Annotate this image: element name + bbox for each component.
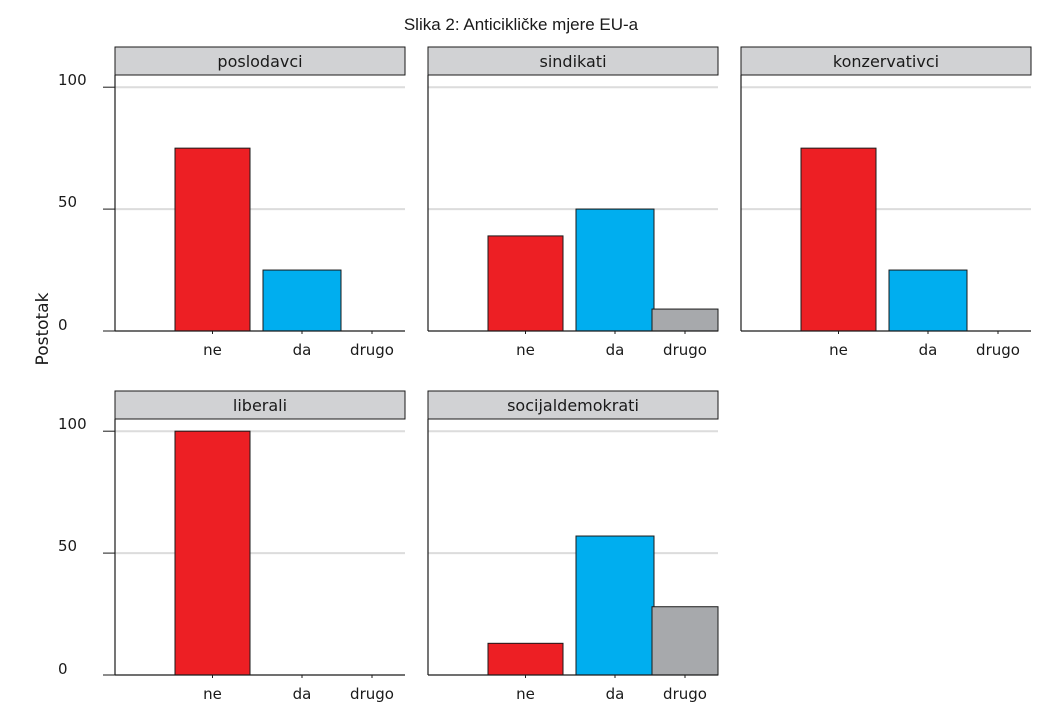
y-axis-label: Postotak [33,292,53,365]
bar-da [888,269,968,332]
bar-ne [174,147,251,332]
x-tick-label: ne [516,685,535,703]
y-tick-label: 0 [58,660,68,678]
x-tick-label: drugo [976,341,1020,359]
panel-poslodavci: poslodavci ne da drugo 0 50 100 [58,46,406,359]
panel-socijaldemokrati: socijaldemokrati ne da drugo [427,390,719,703]
panel-title: socijaldemokrati [507,396,639,415]
x-tick-label: drugo [663,685,707,703]
panel-strip [427,46,719,76]
panel-strip [740,46,1032,76]
panel-title: konzervativci [833,52,939,71]
panel-title: poslodavci [217,52,302,71]
panel-sindikati: sindikati ne da drugo [427,46,719,359]
x-tick-label: ne [203,341,222,359]
panel-title: liberali [233,396,287,415]
bar-da [262,269,342,332]
bar-ne [487,235,564,332]
y-tick-label: 50 [58,537,77,555]
x-tick-label: da [919,341,938,359]
x-tick-label: ne [829,341,848,359]
x-tick-label: da [293,341,312,359]
chart-title: Slika 2: Anticikličke mjere EU-a [404,15,639,34]
chart-panels: poslodavci ne da drugo 0 50 100 sindikati ne da dr… [58,46,1032,703]
y-tick-label: 50 [58,193,77,211]
x-tick-label: da [293,685,312,703]
bar-ne [800,147,877,332]
panel-liberali: liberali ne da drugo 0 50 100 [58,390,406,703]
x-tick-label: da [606,341,625,359]
panel-konzervativci: konzervativci ne da drugo [740,46,1032,359]
y-tick-label: 100 [58,415,87,433]
x-tick-label: drugo [350,341,394,359]
bar-ne [174,430,251,676]
bar-da [575,208,655,332]
x-tick-label: drugo [663,341,707,359]
x-tick-label: ne [516,341,535,359]
x-tick-label: da [606,685,625,703]
bar-drugo [651,308,719,332]
x-tick-label: ne [203,685,222,703]
bar-da [575,535,655,676]
y-tick-label: 0 [58,316,68,334]
panel-strip [427,390,719,420]
x-tick-label: drugo [350,685,394,703]
bar-drugo [651,606,719,676]
panel-strip [114,390,406,420]
bar-ne [487,642,564,676]
y-tick-label: 100 [58,71,87,89]
panel-title: sindikati [539,52,606,71]
panel-strip [114,46,406,76]
